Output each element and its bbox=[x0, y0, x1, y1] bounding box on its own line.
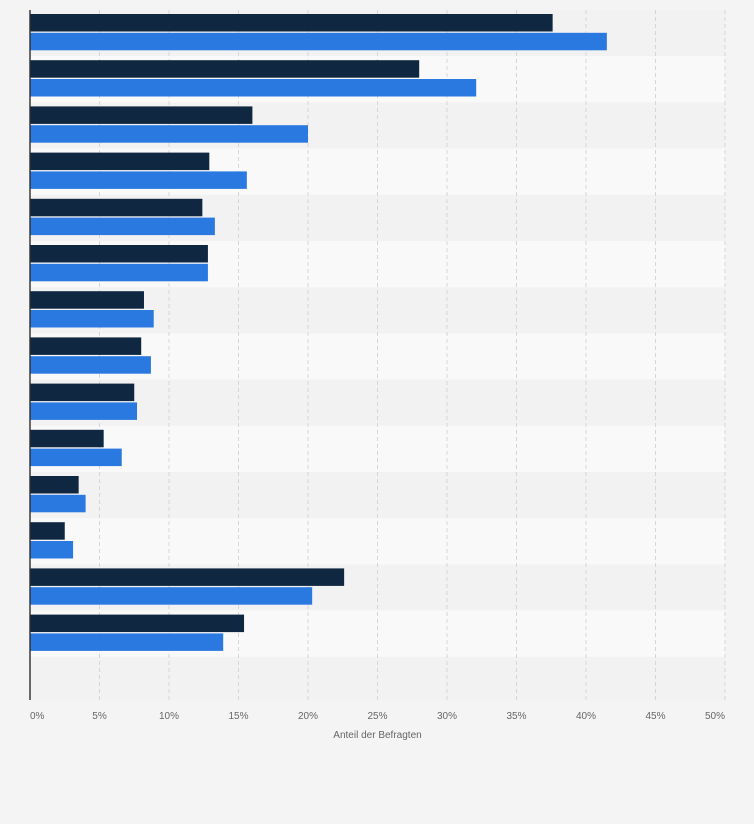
bar-series-2-cat-6 bbox=[30, 263, 208, 282]
x-tick-label: 30% bbox=[437, 711, 457, 722]
bar-series-1-cat-6 bbox=[30, 245, 208, 263]
x-tick-label: 40% bbox=[576, 711, 596, 722]
bar-series-1-cat-2 bbox=[30, 60, 420, 78]
bar-series-2-cat-3 bbox=[30, 125, 308, 143]
bar-series-2-cat-1 bbox=[30, 32, 607, 51]
bar-series-1-cat-12 bbox=[30, 522, 65, 540]
bar-series-1-cat-3 bbox=[30, 106, 253, 124]
x-tick-label: 0% bbox=[30, 711, 45, 722]
bar-series-1-cat-8 bbox=[30, 337, 142, 355]
bar-series-2-cat-4 bbox=[30, 171, 247, 189]
x-tick-label: 5% bbox=[92, 711, 107, 722]
bar-series-2-cat-7 bbox=[30, 310, 154, 328]
bar-series-1-cat-5 bbox=[30, 198, 203, 217]
bar-series-2-cat-2 bbox=[30, 79, 477, 97]
x-axis-title: Anteil der Befragten bbox=[333, 730, 421, 741]
bar-series-2-cat-11 bbox=[30, 494, 86, 513]
bar-series-1-cat-10 bbox=[30, 429, 104, 448]
bar-series-1-cat-9 bbox=[30, 383, 135, 402]
x-tick-label: 35% bbox=[506, 711, 526, 722]
bar-series-1-cat-14 bbox=[30, 614, 245, 633]
bar-series-2-cat-8 bbox=[30, 356, 151, 374]
bar-series-2-cat-13 bbox=[30, 587, 313, 605]
x-tick-label: 10% bbox=[159, 711, 179, 722]
bar-series-2-cat-9 bbox=[30, 402, 138, 420]
x-tick-label: 20% bbox=[298, 711, 318, 722]
x-tick-label: 45% bbox=[645, 711, 665, 722]
bar-series-1-cat-1 bbox=[30, 14, 553, 32]
bar-series-2-cat-12 bbox=[30, 541, 74, 559]
bar-series-2-cat-14 bbox=[30, 633, 224, 651]
x-tick-label: 15% bbox=[228, 711, 248, 722]
bar-series-1-cat-4 bbox=[30, 152, 210, 171]
x-tick-label: 25% bbox=[367, 711, 387, 722]
bar-series-1-cat-11 bbox=[30, 476, 79, 494]
x-tick-label: 50% bbox=[705, 711, 725, 722]
bar-series-2-cat-5 bbox=[30, 217, 215, 236]
bar-series-1-cat-13 bbox=[30, 568, 345, 586]
bar-series-1-cat-7 bbox=[30, 291, 144, 309]
bar-series-2-cat-10 bbox=[30, 448, 122, 467]
